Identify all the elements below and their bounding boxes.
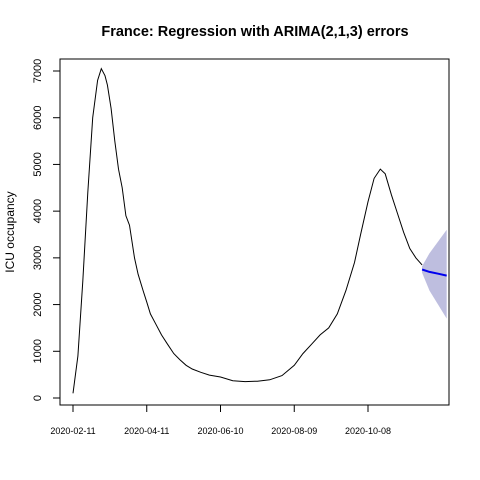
- x-tick-label: 2020-08-09: [271, 426, 317, 436]
- x-axis: 2020-02-11 2020-04-11 2020-06-10 2020-08-09…: [50, 404, 391, 436]
- y-tick-label: 0: [32, 395, 44, 401]
- forecast-line: [421, 268, 447, 277]
- y-tick-label: 2000: [32, 292, 44, 316]
- x-tick-label: 2020-10-08: [345, 426, 391, 436]
- y-tick-label: 6000: [32, 105, 44, 129]
- x-tick-label: 2020-04-11: [124, 426, 169, 436]
- y-axis-label: ICU occupancy: [3, 191, 17, 272]
- prediction-interval: [422, 229, 447, 319]
- interval-area: [422, 229, 447, 319]
- observed-series: [72, 67, 423, 394]
- observed-line: [72, 67, 423, 394]
- y-tick-label: 5000: [32, 152, 44, 176]
- y-axis: 0 1000 2000 3000 4000 5000 6000 7000: [32, 59, 61, 401]
- y-tick-label: 3000: [32, 246, 44, 270]
- y-tick-label: 1000: [32, 339, 44, 363]
- plot-frame: [59, 58, 450, 406]
- x-tick-label: 2020-02-11: [50, 426, 95, 436]
- x-tick-label: 2020-06-10: [197, 426, 243, 436]
- chart-title: France: Regression with ARIMA(2,1,3) err…: [101, 24, 408, 40]
- y-tick-label: 7000: [32, 59, 44, 83]
- y-tick-label: 4000: [32, 199, 44, 223]
- forecast-series: [421, 268, 447, 277]
